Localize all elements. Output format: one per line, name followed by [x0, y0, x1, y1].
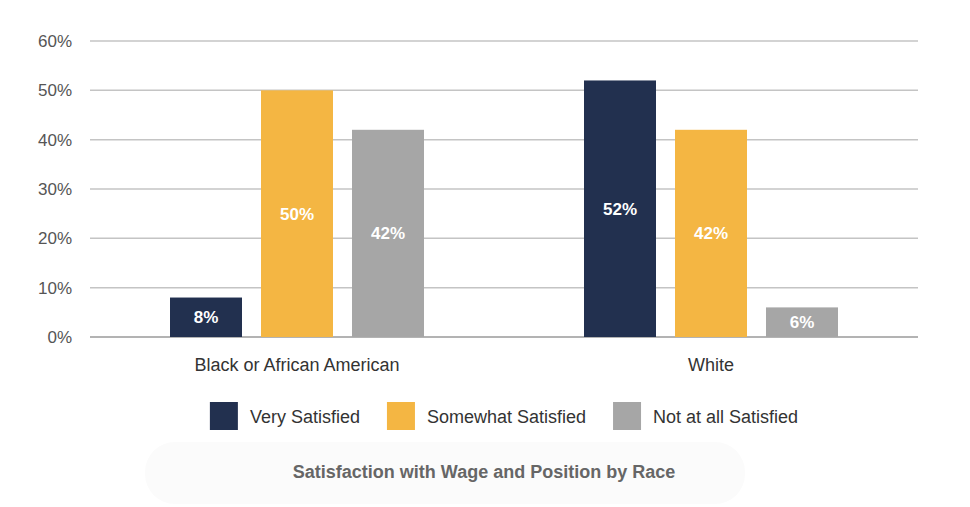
legend-swatch	[613, 402, 641, 430]
grid-line	[90, 139, 918, 141]
category-label: White	[688, 355, 734, 375]
data-label: 42%	[694, 224, 728, 243]
bars	[170, 80, 838, 337]
grid-line	[90, 40, 918, 42]
data-labels: 8% 50% 42% 52% 42% 6%	[194, 200, 815, 332]
legend: Very Satisfied Somewhat Satisfied Not at a…	[210, 402, 798, 430]
legend-label: Very Satisfied	[250, 407, 360, 427]
grid-line	[90, 90, 918, 92]
bar	[675, 130, 747, 337]
data-label: 42%	[371, 224, 405, 243]
title-backdrop	[145, 442, 745, 504]
data-label: 52%	[603, 200, 637, 219]
data-label: 6%	[790, 313, 815, 332]
legend-swatch	[210, 402, 238, 430]
bar	[261, 90, 333, 337]
bar	[352, 130, 424, 337]
legend-label: Somewhat Satisfied	[427, 407, 586, 427]
legend-swatch	[387, 402, 415, 430]
grid-line	[90, 188, 918, 190]
y-tick-label: 60%	[38, 32, 72, 51]
category-label: Black or African American	[194, 355, 399, 375]
legend-label: Not at all Satisfied	[653, 407, 798, 427]
data-label: 8%	[194, 308, 219, 327]
y-tick-label: 50%	[38, 81, 72, 100]
bar	[766, 307, 838, 337]
chart-title: Satisfaction with Wage and Position by R…	[293, 462, 675, 482]
y-tick-label: 0%	[47, 328, 72, 347]
bar	[170, 298, 242, 337]
y-tick-label: 10%	[38, 279, 72, 298]
bar	[584, 80, 656, 337]
data-label: 50%	[280, 205, 314, 224]
grid-line	[90, 238, 918, 240]
y-tick-label: 20%	[38, 229, 72, 248]
chart: 0% 10% 20% 30% 40% 50% 60% 8% 50% 42% 52% 42% 6% Blac…	[0, 0, 970, 507]
y-tick-label: 30%	[38, 180, 72, 199]
y-tick-label: 40%	[38, 131, 72, 150]
grid-line	[90, 287, 918, 289]
